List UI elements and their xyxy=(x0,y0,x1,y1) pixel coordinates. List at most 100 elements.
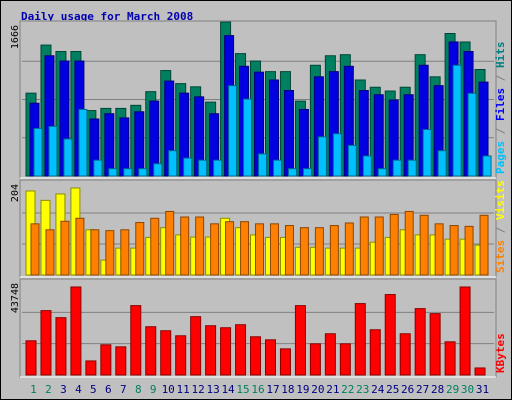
bar-sites-day-4 xyxy=(75,217,85,276)
bar-pages-day-10 xyxy=(168,150,178,177)
x-tick-label-day-27: 27 xyxy=(416,383,429,396)
bar-pages-day-14 xyxy=(228,85,238,177)
x-tick-label-day-5: 5 xyxy=(90,383,97,396)
bar-kbytes-day-20 xyxy=(309,343,321,376)
bar-sites-day-7 xyxy=(120,229,130,276)
bar-sites-day-27 xyxy=(419,214,429,276)
bar-sites-day-9 xyxy=(150,217,160,276)
bar-kbytes-day-3 xyxy=(55,317,67,376)
bar-pages-day-2 xyxy=(48,125,58,177)
axis-label-part: / xyxy=(494,68,507,88)
bar-pages-day-29 xyxy=(452,64,462,177)
bar-pages-day-9 xyxy=(153,163,163,177)
x-tick-label-day-29: 29 xyxy=(446,383,459,396)
bar-kbytes-day-25 xyxy=(384,294,396,376)
bar-kbytes-day-13 xyxy=(205,325,217,376)
bar-kbytes-day-24 xyxy=(369,329,381,376)
bar-files-day-6 xyxy=(104,113,115,177)
axis-label-part: Sites xyxy=(494,240,507,273)
x-tick-label-day-24: 24 xyxy=(371,383,385,396)
bar-pages-day-7 xyxy=(123,168,133,177)
x-tick-label-day-10: 10 xyxy=(162,383,175,396)
bar-sites-day-30 xyxy=(464,225,474,276)
bar-pages-day-6 xyxy=(108,168,118,177)
bar-sites-day-12 xyxy=(195,216,205,276)
bar-pages-day-16 xyxy=(258,153,268,177)
bar-kbytes-day-8 xyxy=(130,305,142,376)
bar-kbytes-day-10 xyxy=(160,330,172,376)
axis-label-hits_files_pages: Pages / Files / Hits xyxy=(494,42,507,175)
x-tick-label-day-12: 12 xyxy=(192,383,205,396)
axis-label-part: Pages xyxy=(494,141,507,174)
bar-kbytes-day-19 xyxy=(294,305,306,376)
bar-sites-day-22 xyxy=(344,222,354,276)
x-tick-label-day-7: 7 xyxy=(120,383,127,396)
x-tick-label-day-4: 4 xyxy=(75,383,82,396)
bar-pages-day-21 xyxy=(332,133,342,177)
bar-kbytes-day-21 xyxy=(324,333,336,376)
bar-kbytes-day-26 xyxy=(399,333,411,376)
bar-kbytes-day-29 xyxy=(444,341,456,376)
bar-kbytes-day-17 xyxy=(264,339,276,376)
x-tick-label-day-23: 23 xyxy=(356,383,369,396)
bar-sites-day-28 xyxy=(434,223,444,276)
bar-pages-day-12 xyxy=(198,159,208,177)
bar-kbytes-day-22 xyxy=(339,343,351,376)
bar-pages-day-26 xyxy=(407,159,417,177)
bar-pages-day-11 xyxy=(183,157,193,177)
bar-kbytes-day-9 xyxy=(145,326,157,376)
bar-sites-day-8 xyxy=(135,222,145,276)
x-tick-label-day-22: 22 xyxy=(341,383,354,396)
bar-kbytes-day-14 xyxy=(220,327,232,376)
bar-kbytes-day-1 xyxy=(25,340,37,376)
bar-pages-day-13 xyxy=(213,159,223,177)
bar-sites-day-25 xyxy=(389,213,399,276)
bar-pages-day-5 xyxy=(93,159,103,177)
axis-label-part: KBytes xyxy=(494,333,507,373)
x-tick-label-day-11: 11 xyxy=(177,383,190,396)
bar-sites-day-15 xyxy=(240,221,250,276)
y-max-label-visits_sites: 204 xyxy=(10,184,21,202)
bar-sites-day-23 xyxy=(359,216,369,276)
bar-sites-day-17 xyxy=(269,223,279,276)
bar-kbytes-day-2 xyxy=(40,310,52,376)
axis-label-part: Hits xyxy=(494,42,507,69)
bar-kbytes-day-4 xyxy=(70,286,82,376)
x-tick-label-day-19: 19 xyxy=(296,383,309,396)
bar-sites-day-5 xyxy=(90,229,100,276)
bar-pages-day-30 xyxy=(467,92,477,177)
bar-pages-day-3 xyxy=(63,138,73,177)
bar-pages-day-27 xyxy=(422,129,432,177)
bar-pages-day-1 xyxy=(33,127,43,177)
x-tick-label-day-15: 15 xyxy=(236,383,249,396)
bar-sites-day-1 xyxy=(30,223,40,276)
axis-label-kbytes: KBytes xyxy=(494,333,507,373)
y-max-label-kbytes: 43748 xyxy=(10,283,21,313)
bar-files-day-18 xyxy=(283,90,294,177)
axis-label-part: Visits xyxy=(494,180,507,220)
x-tick-label-day-25: 25 xyxy=(386,383,399,396)
bar-kbytes-day-30 xyxy=(459,286,471,376)
bar-kbytes-day-15 xyxy=(235,324,247,376)
axis-label-part: Files xyxy=(494,88,507,121)
bar-sites-day-6 xyxy=(105,230,115,276)
bar-files-day-24 xyxy=(373,94,384,177)
x-tick-label-day-6: 6 xyxy=(105,383,112,396)
x-tick-label-day-2: 2 xyxy=(45,383,52,396)
bar-kbytes-day-7 xyxy=(115,346,127,376)
x-tick-label-day-3: 3 xyxy=(60,383,67,396)
bar-kbytes-day-31 xyxy=(474,367,486,376)
bar-kbytes-day-11 xyxy=(175,335,187,376)
bar-pages-day-18 xyxy=(287,168,297,177)
x-tick-label-day-21: 21 xyxy=(326,383,339,396)
bar-sites-day-2 xyxy=(45,229,55,276)
x-tick-label-day-13: 13 xyxy=(206,383,219,396)
bar-sites-day-3 xyxy=(60,220,70,276)
x-tick-label-day-20: 20 xyxy=(311,383,324,396)
bar-files-day-19 xyxy=(298,108,309,177)
axis-label-visits_sites: Sites / Visits xyxy=(494,180,507,273)
bar-sites-day-11 xyxy=(180,216,190,276)
bar-sites-day-14 xyxy=(225,221,235,276)
x-tick-label-day-31: 31 xyxy=(476,383,489,396)
